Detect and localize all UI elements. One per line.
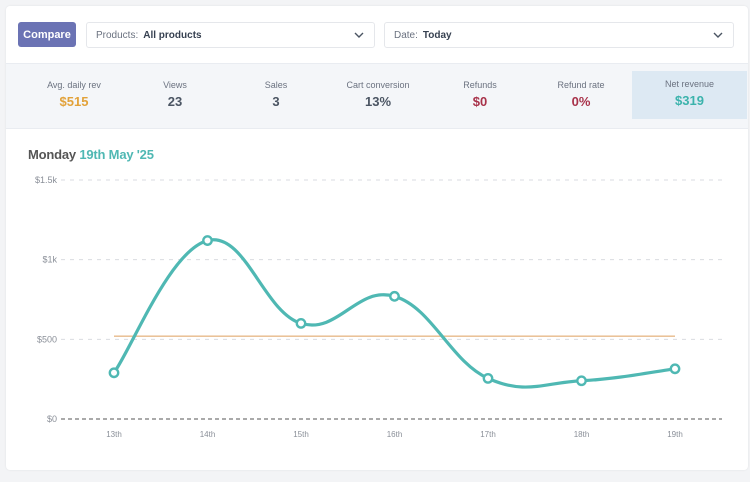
products-select-label: Products: xyxy=(96,29,139,41)
stat-views[interactable]: Views 23 xyxy=(124,72,226,120)
chart-title-date: 19th May '25 xyxy=(79,147,154,162)
stat-value: 23 xyxy=(167,94,183,109)
date-select-value: Today xyxy=(422,29,452,41)
data-point xyxy=(202,235,213,246)
date-select-label: Date: xyxy=(394,29,418,41)
x-tick-label: 17th xyxy=(480,430,496,439)
data-point xyxy=(482,372,494,384)
data-point xyxy=(108,367,120,379)
stat-label: Avg. daily rev xyxy=(47,80,101,90)
stat-label: Refunds xyxy=(463,80,497,90)
stat-value: $515 xyxy=(59,94,89,109)
toolbar: Compare Products: All products Date: Tod… xyxy=(6,6,748,63)
series-line xyxy=(112,238,677,389)
stat-cart-conversion[interactable]: Cart conversion 13% xyxy=(327,72,429,120)
stat-value: 0% xyxy=(571,94,591,109)
products-select-value: All products xyxy=(143,29,202,41)
y-tick-label: $1.5k xyxy=(35,175,58,185)
products-select[interactable]: Products: All products xyxy=(86,22,375,48)
stat-value: $0 xyxy=(472,94,488,109)
x-tick-label: 14th xyxy=(200,430,216,439)
y-tick-label: $0 xyxy=(47,414,57,424)
y-tick-label: $500 xyxy=(37,334,57,344)
stat-refunds[interactable]: Refunds $0 xyxy=(429,72,531,120)
stat-net-revenue[interactable]: Net revenue $319 xyxy=(632,71,747,119)
stat-label: Refund rate xyxy=(557,80,605,90)
stat-avg-daily-rev[interactable]: Avg. daily rev $515 xyxy=(23,72,125,120)
y-tick-label: $1k xyxy=(42,255,57,265)
stat-refund-rate[interactable]: Refund rate 0% xyxy=(530,72,632,120)
compare-button[interactable]: Compare xyxy=(18,22,76,47)
x-tick-label: 16th xyxy=(387,430,403,439)
data-point xyxy=(576,375,587,387)
dashboard-card: Compare Products: All products Date: Tod… xyxy=(6,6,748,470)
chevron-down-icon xyxy=(713,32,723,38)
revenue-line-chart: $0 $500 $1k $1.5k 13th 14th 15th 16th 17th 18th 19… xyxy=(35,175,722,439)
stats-bar: Avg. daily rev $515 Views 23 Sales 3 Car… xyxy=(6,63,748,129)
chart-title-day: Monday xyxy=(28,147,76,162)
stat-sales[interactable]: Sales 3 xyxy=(225,72,327,120)
date-select[interactable]: Date: Today xyxy=(384,22,734,48)
x-tick-label: 13th xyxy=(106,430,122,439)
stat-value: 13% xyxy=(364,94,392,109)
stat-label: Net revenue xyxy=(664,79,715,89)
x-tick-label: 15th xyxy=(293,430,309,439)
stat-label: Cart conversion xyxy=(346,80,410,90)
chart-title: Monday 19th May '25 xyxy=(28,147,154,162)
chevron-down-icon xyxy=(354,32,364,38)
x-tick-label: 18th xyxy=(574,430,590,439)
data-point xyxy=(295,317,307,329)
stat-value: 3 xyxy=(272,94,280,109)
stat-label: Views xyxy=(163,80,187,90)
data-point xyxy=(669,363,681,375)
x-tick-label: 19th xyxy=(667,430,683,439)
data-point xyxy=(389,290,400,302)
stat-label: Sales xyxy=(264,80,288,90)
stat-value: $319 xyxy=(675,93,704,108)
